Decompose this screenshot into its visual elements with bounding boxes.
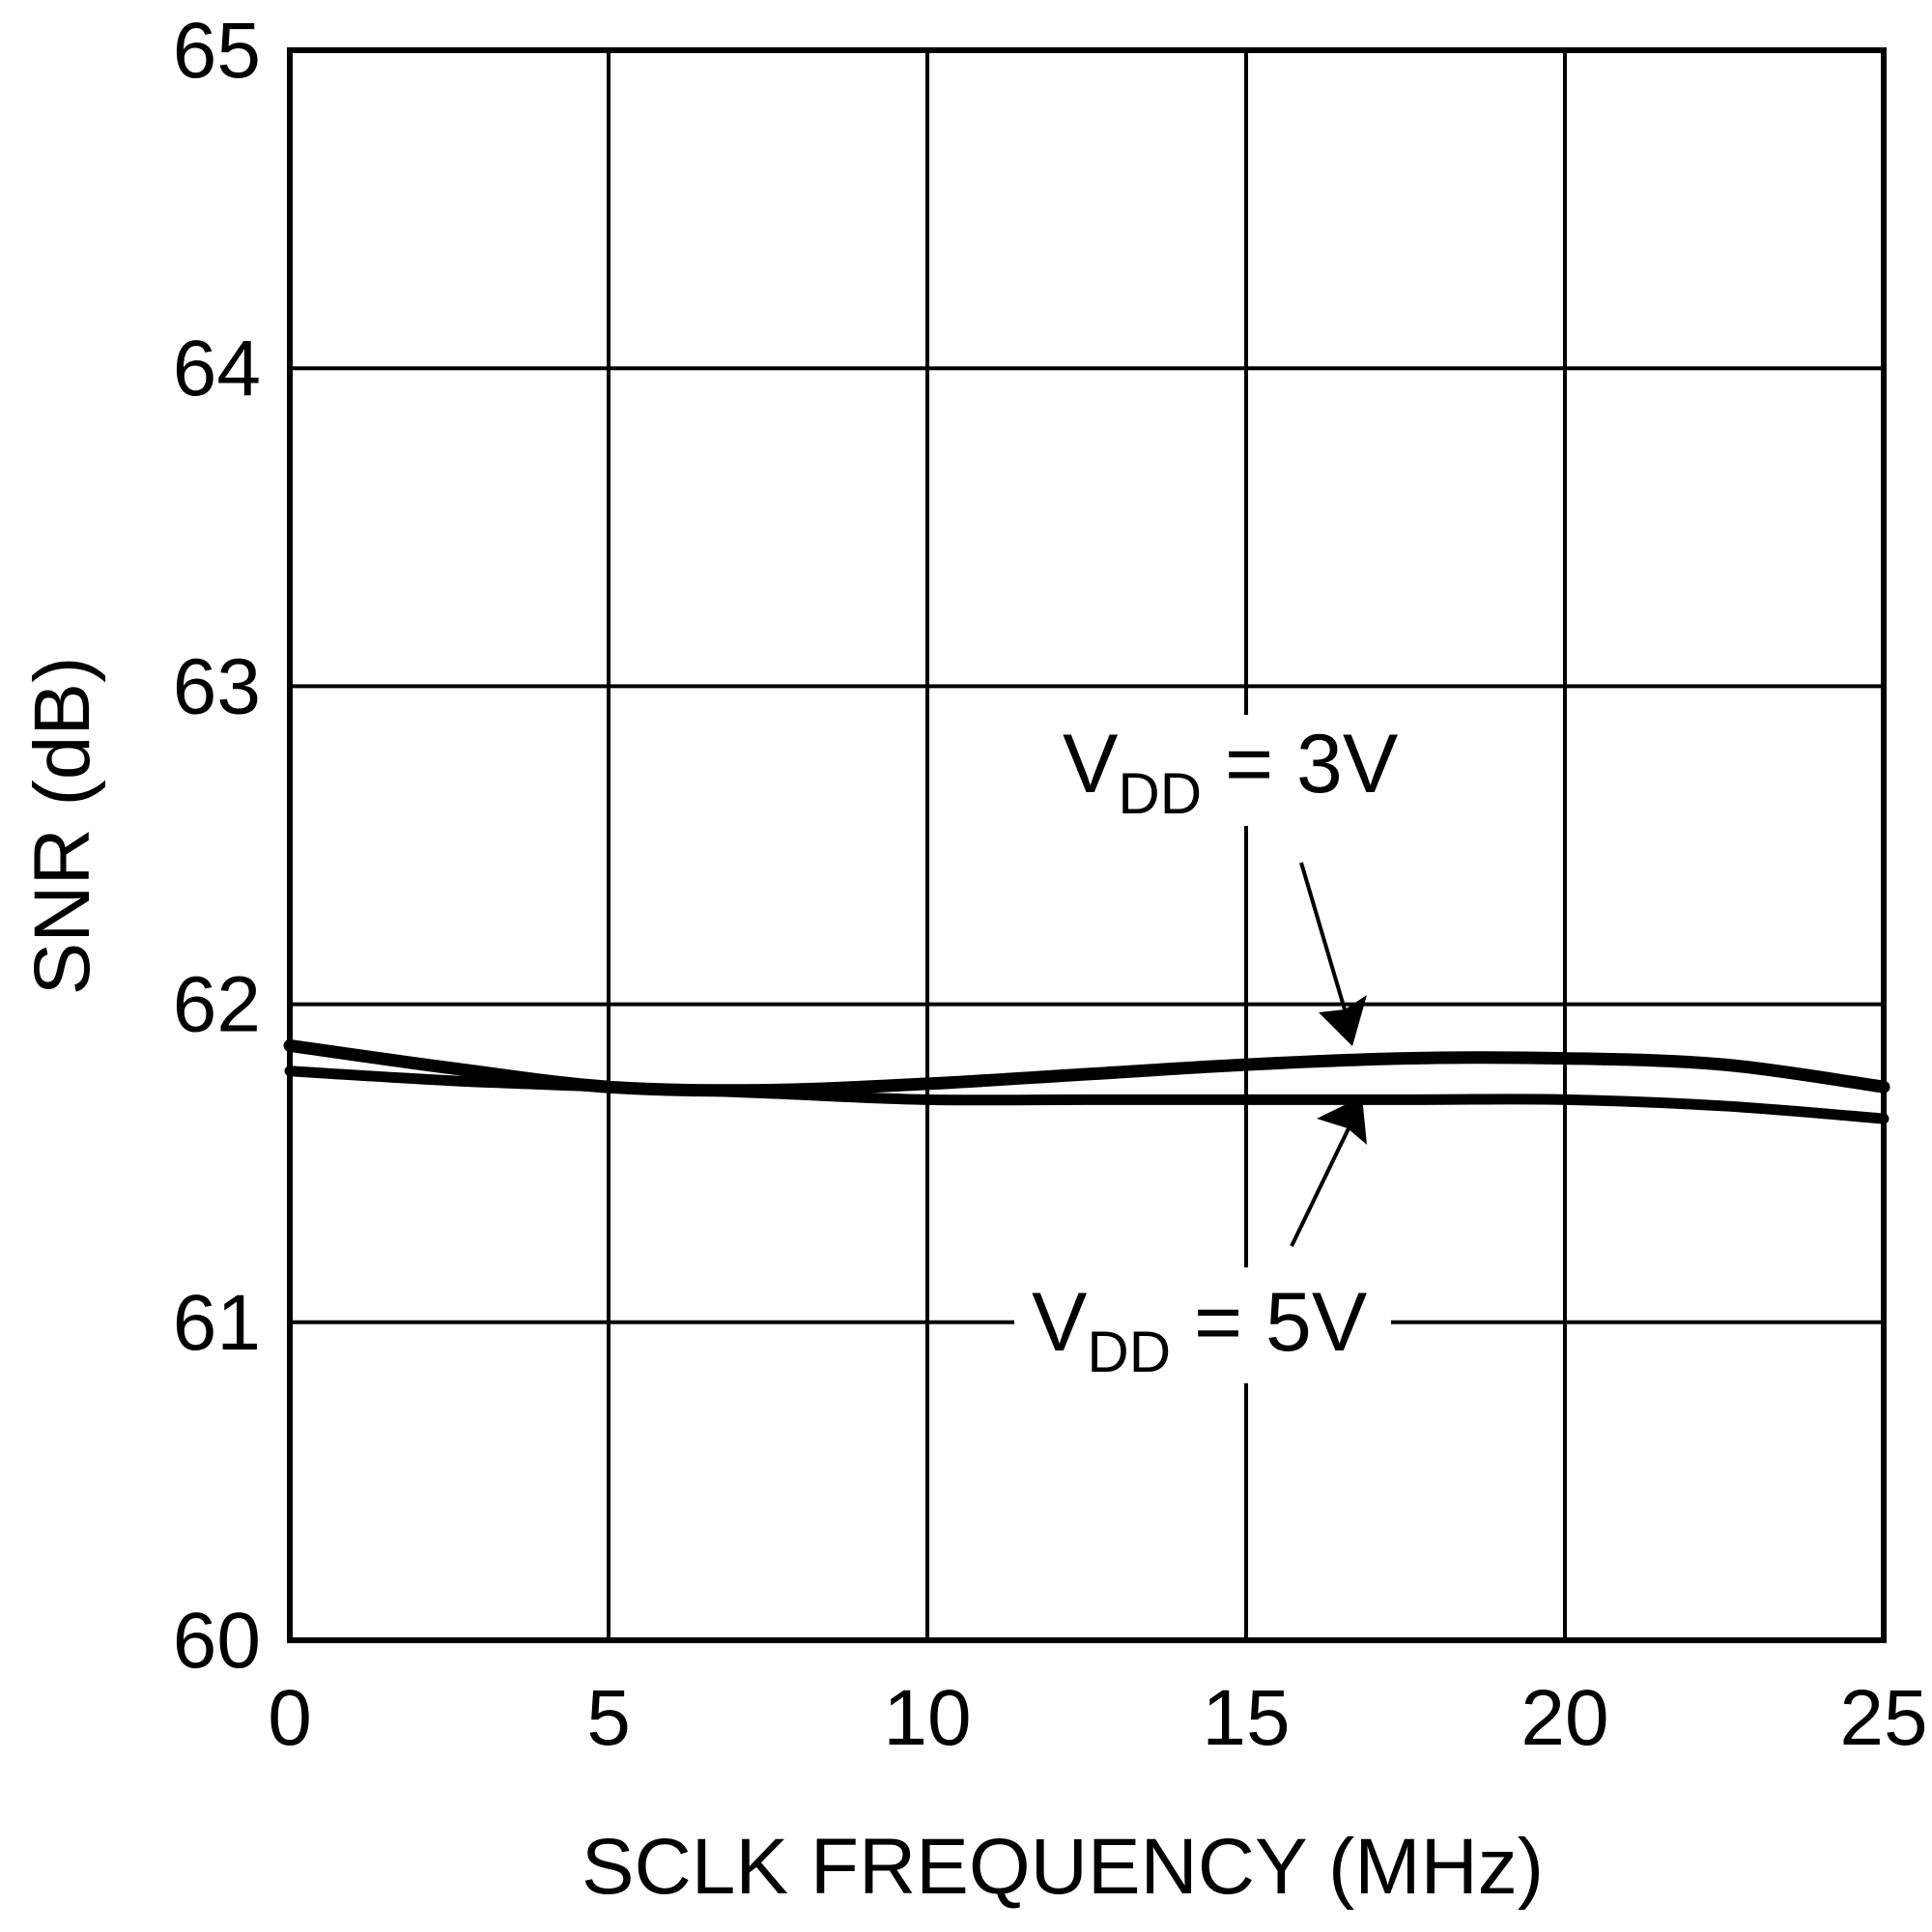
x-tick-label: 25	[1839, 1674, 1927, 1762]
annotation-vdd-3v: VDD = 3V	[1063, 718, 1398, 826]
y-tick-label: 64	[173, 325, 261, 412]
y-tick-label: 62	[173, 961, 261, 1049]
series-lines	[283, 1038, 1890, 1124]
y-tick-label: 63	[173, 642, 261, 730]
y-tick-label: 65	[173, 7, 261, 95]
x-axis-label: SCLK FREQUENCY (MHz)	[582, 1823, 1544, 1911]
grid	[288, 48, 1886, 1642]
x-tick-label: 20	[1520, 1674, 1608, 1762]
y-tick-label: 60	[173, 1597, 261, 1685]
series-line-vdd-5v	[284, 1065, 1889, 1124]
tick-labels: 0 5 10 15 20 25 60 61 62 63 64 65	[173, 7, 1928, 1762]
x-tick-label: 15	[1202, 1674, 1290, 1762]
x-tick-label: 10	[883, 1674, 971, 1762]
annotation-vdd-5v: VDD = 5V	[1032, 1276, 1367, 1384]
plot-frame	[287, 47, 1887, 1643]
annotation-3v-background	[1043, 715, 1410, 826]
x-tick-label: 0	[268, 1674, 312, 1762]
annotation-5v-background	[1014, 1267, 1391, 1383]
arrow-3v-line	[1299, 862, 1351, 1027]
arrow-3v-head	[1319, 995, 1367, 1046]
x-tick-label: 5	[586, 1674, 631, 1762]
y-axis-label: SNR (dB)	[18, 657, 106, 996]
arrow-5v-head	[1317, 1096, 1367, 1145]
y-tick-label: 61	[173, 1279, 261, 1367]
arrow-5v-line	[1290, 1120, 1354, 1247]
